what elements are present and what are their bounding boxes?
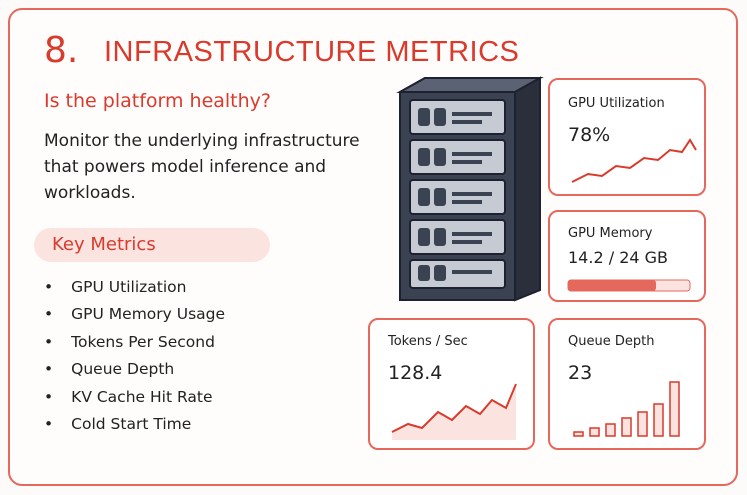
metric-item: Queue Depth <box>44 360 225 387</box>
metric-list: GPU Utilization GPU Memory Usage Tokens … <box>44 278 225 442</box>
tokens-card: Tokens / Sec 128.4 <box>368 318 535 450</box>
subtitle: Is the platform healthy? <box>44 90 272 112</box>
section-number: 8. <box>44 30 79 71</box>
queue-depth-card: Queue Depth 23 <box>548 318 706 450</box>
metric-item: Cold Start Time <box>44 415 225 442</box>
metric-item: Tokens Per Second <box>44 333 225 360</box>
description: Monitor the underlying infrastructure th… <box>44 131 360 203</box>
heading-pill <box>34 228 270 262</box>
title: INFRASTRUCTURE METRICS <box>104 36 520 68</box>
metric-item: GPU Utilization <box>44 278 225 305</box>
metric-item: KV Cache Hit Rate <box>44 388 225 415</box>
card-title: Tokens / Sec <box>388 334 468 349</box>
memory-bar <box>567 279 691 292</box>
gpu-utilization-card: GPU Utilization 78% <box>548 78 706 196</box>
card-title: GPU Memory <box>568 226 653 241</box>
card-title: GPU Utilization <box>568 96 665 111</box>
sparkline <box>571 138 697 183</box>
card-value: 128.4 <box>388 362 443 384</box>
key-metrics-heading: Key Metrics <box>52 234 156 255</box>
card-value: 14.2 / 24 GB <box>568 248 669 267</box>
card-value: 23 <box>568 362 593 384</box>
gpu-memory-card: GPU Memory 14.2 / 24 GB <box>548 210 706 302</box>
sparkline <box>391 383 517 440</box>
card-title: Queue Depth <box>568 334 655 349</box>
card-value: 78% <box>568 124 611 146</box>
metric-item: GPU Memory Usage <box>44 305 225 332</box>
queue-bars <box>573 381 680 437</box>
